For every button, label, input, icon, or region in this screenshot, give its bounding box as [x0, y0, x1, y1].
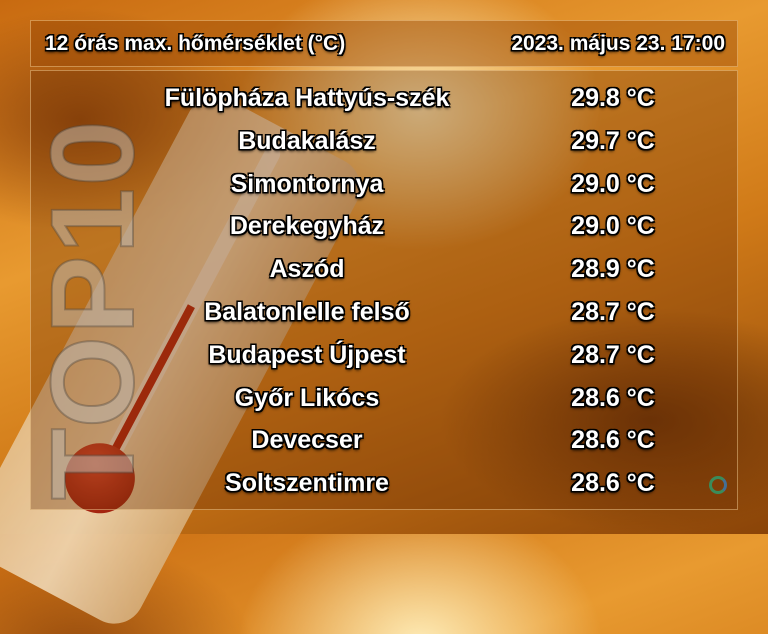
ranking-row: Aszód 28.9 °C [0, 255, 768, 295]
station-name: Fülöpháza Hattyús-szék [164, 84, 450, 112]
temperature-value: 28.7 °C [571, 340, 655, 369]
temperature-value: 28.7 °C [571, 298, 655, 326]
ranking-row: Győr Likócs 28.6 °C [0, 384, 768, 424]
ranking-row: Budakalász 29.7 °C [0, 127, 768, 167]
temperature-value: 29.7 °C [571, 126, 655, 155]
ranking-panel [30, 70, 738, 510]
temperature-value: 28.6 °C [571, 426, 655, 455]
station-name: Balatonlelle felső [204, 298, 410, 326]
header-panel: 12 órás max. hőmérséklet (°C) 2023. máju… [30, 20, 738, 67]
ranking-row: Soltszentimre 28.6 °C [0, 469, 768, 509]
ranking-row: Simontornya 29.0 °C [0, 170, 768, 210]
station-name: Devecser [251, 426, 363, 455]
ranking-row: Fülöpháza Hattyús-szék 29.8 °C [0, 84, 768, 124]
temperature-value: 28.6 °C [571, 383, 655, 412]
temperature-value: 28.6 °C [571, 469, 655, 498]
station-name: Budakalász [238, 126, 376, 155]
station-name: Budapest Újpest [208, 340, 406, 369]
station-name: Aszód [269, 255, 345, 284]
temperature-value: 29.0 °C [571, 169, 655, 198]
ranking-row: Budapest Újpest 28.7 °C [0, 341, 768, 381]
temperature-value: 29.0 °C [571, 212, 655, 241]
station-name: Simontornya [230, 169, 384, 198]
ranking-row: Devecser 28.6 °C [0, 426, 768, 466]
temperature-value: 28.9 °C [571, 255, 655, 284]
header-title: 12 órás max. hőmérséklet (°C) [45, 32, 346, 55]
ranking-row: Derekegyház 29.0 °C [0, 212, 768, 252]
header-datetime: 2023. május 23. 17:00 [511, 32, 725, 55]
swirl-logo-icon [709, 476, 727, 494]
station-name: Győr Likócs [234, 383, 380, 412]
station-name: Derekegyház [229, 212, 385, 241]
station-name: Soltszentimre [225, 469, 389, 498]
temperature-value: 29.8 °C [571, 84, 655, 112]
ranking-row: Balatonlelle felső 28.7 °C [0, 298, 768, 338]
